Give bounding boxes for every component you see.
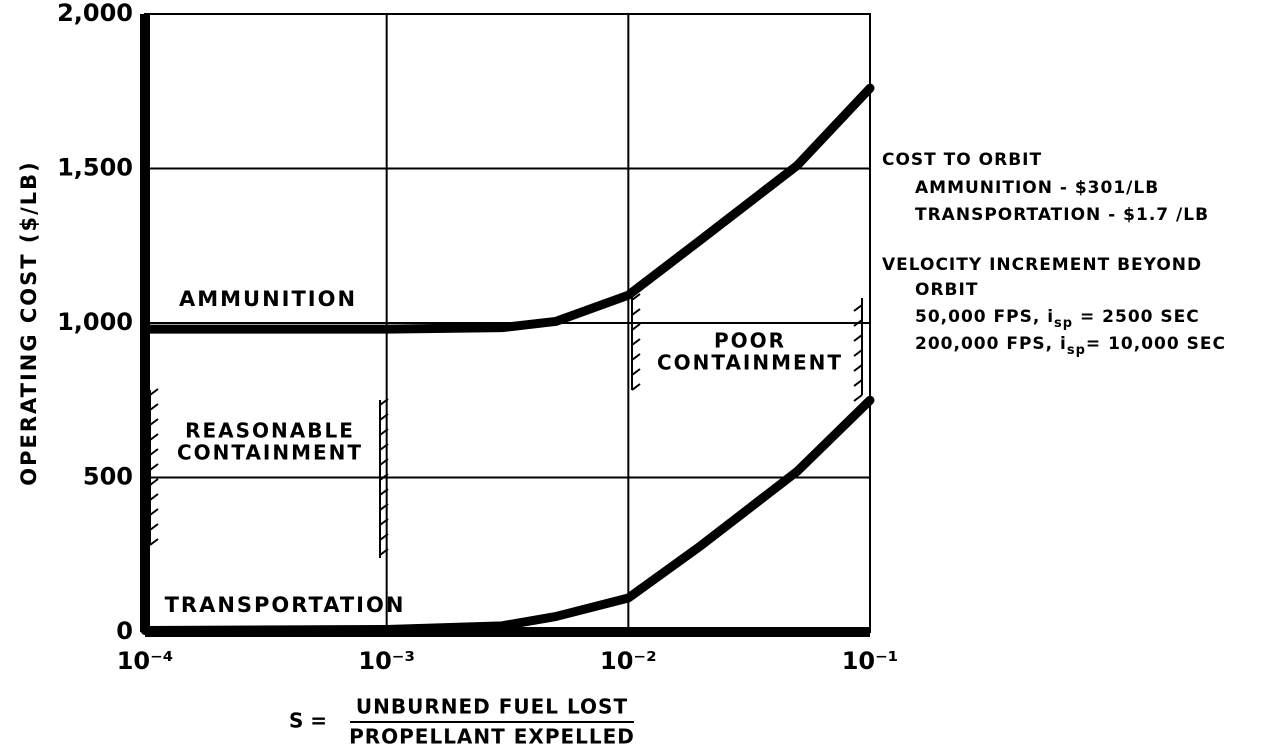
note-text: TRANSPORTATION - $1.7 /LB xyxy=(915,205,1209,225)
note-text: VELOCITY INCREMENT BEYOND xyxy=(882,255,1202,275)
y-tick-label: 500 xyxy=(83,463,133,491)
x-axis-label: PROPELLANT EXPELLED xyxy=(349,725,635,749)
x-tick-label: 10⁻³ xyxy=(358,647,415,675)
series-line xyxy=(140,395,875,635)
note: ORBIT xyxy=(915,280,978,300)
note-text: AMMUNITION - $301/LB xyxy=(915,178,1159,198)
note-text: = 2500 SEC xyxy=(1073,307,1200,327)
note: COST TO ORBIT xyxy=(882,150,1042,170)
note: VELOCITY INCREMENT BEYOND xyxy=(882,255,1202,275)
note: AMMUNITION - $301/LB xyxy=(915,178,1159,198)
x-tick-label: 10⁻⁴ xyxy=(117,647,174,675)
note-text: 200,000 FPS, i xyxy=(915,334,1067,354)
region-label: CONTAINMENT xyxy=(177,441,363,465)
region-label: POOR xyxy=(714,329,786,353)
y-tick-label: 1,000 xyxy=(57,308,133,336)
y-tick-label: 1,500 xyxy=(57,154,133,182)
region-label: REASONABLE xyxy=(185,419,355,443)
note-text: ORBIT xyxy=(915,280,978,300)
series-line xyxy=(140,83,875,334)
y-tick-label: 0 xyxy=(116,617,133,645)
x-axis-label: UNBURNED FUEL LOST xyxy=(356,695,628,719)
note: TRANSPORTATION - $1.7 /LB xyxy=(915,205,1209,225)
y-tick-label: 2,000 xyxy=(57,0,133,27)
y-axis-label: OPERATING COST ($/LB) xyxy=(17,160,41,486)
note-text: = 10,000 SEC xyxy=(1086,334,1226,354)
note-subscript: sp xyxy=(1054,316,1073,331)
x-tick-label: 10⁻¹ xyxy=(842,647,899,675)
x-axis-label: S = xyxy=(289,709,327,733)
hatch xyxy=(149,388,159,546)
note-subscript: sp xyxy=(1067,343,1086,358)
series-label: AMMUNITION xyxy=(179,287,357,311)
note: 50,000 FPS, isp = 2500 SEC xyxy=(915,307,1200,331)
note: 200,000 FPS, isp= 10,000 SEC xyxy=(915,334,1226,358)
x-tick-label: 10⁻² xyxy=(600,647,657,675)
hatch xyxy=(853,298,863,402)
series-label: TRANSPORTATION xyxy=(165,593,406,617)
region-label: CONTAINMENT xyxy=(657,351,843,375)
hatch xyxy=(631,293,641,391)
note-text: COST TO ORBIT xyxy=(882,150,1042,170)
note-text: 50,000 FPS, i xyxy=(915,307,1054,327)
